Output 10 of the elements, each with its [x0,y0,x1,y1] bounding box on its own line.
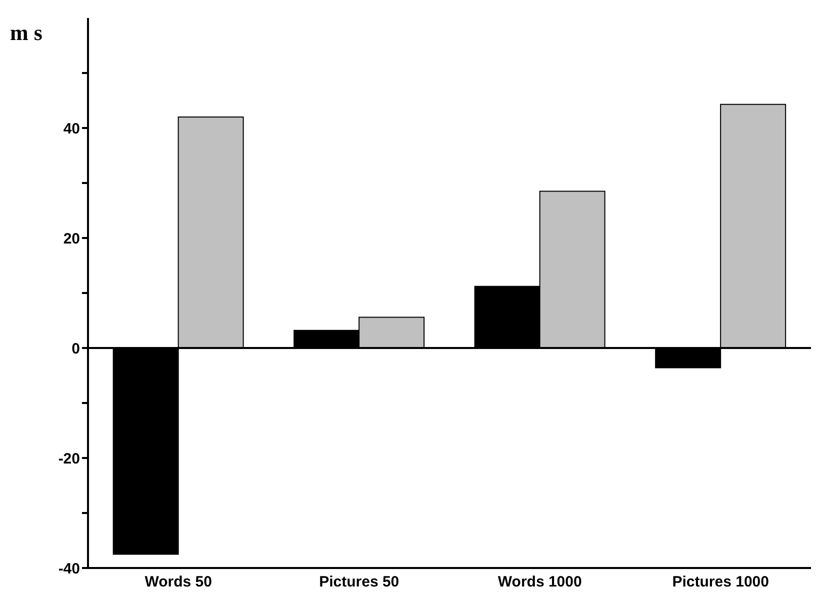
y-axis-title: m s [10,20,42,46]
x-tick-label: Words 1000 [498,574,582,591]
x-tick-label: Pictures 50 [319,574,400,591]
y-tick-label: -40 [58,560,80,578]
y-tick-label: -20 [58,450,80,468]
y-tick-label: 0 [72,340,80,358]
y-tick-label: 20 [63,230,80,248]
x-tick-label: Words 50 [144,574,212,591]
y-tick-label: 40 [63,120,80,138]
x-tick-label: Pictures 1000 [672,574,769,591]
